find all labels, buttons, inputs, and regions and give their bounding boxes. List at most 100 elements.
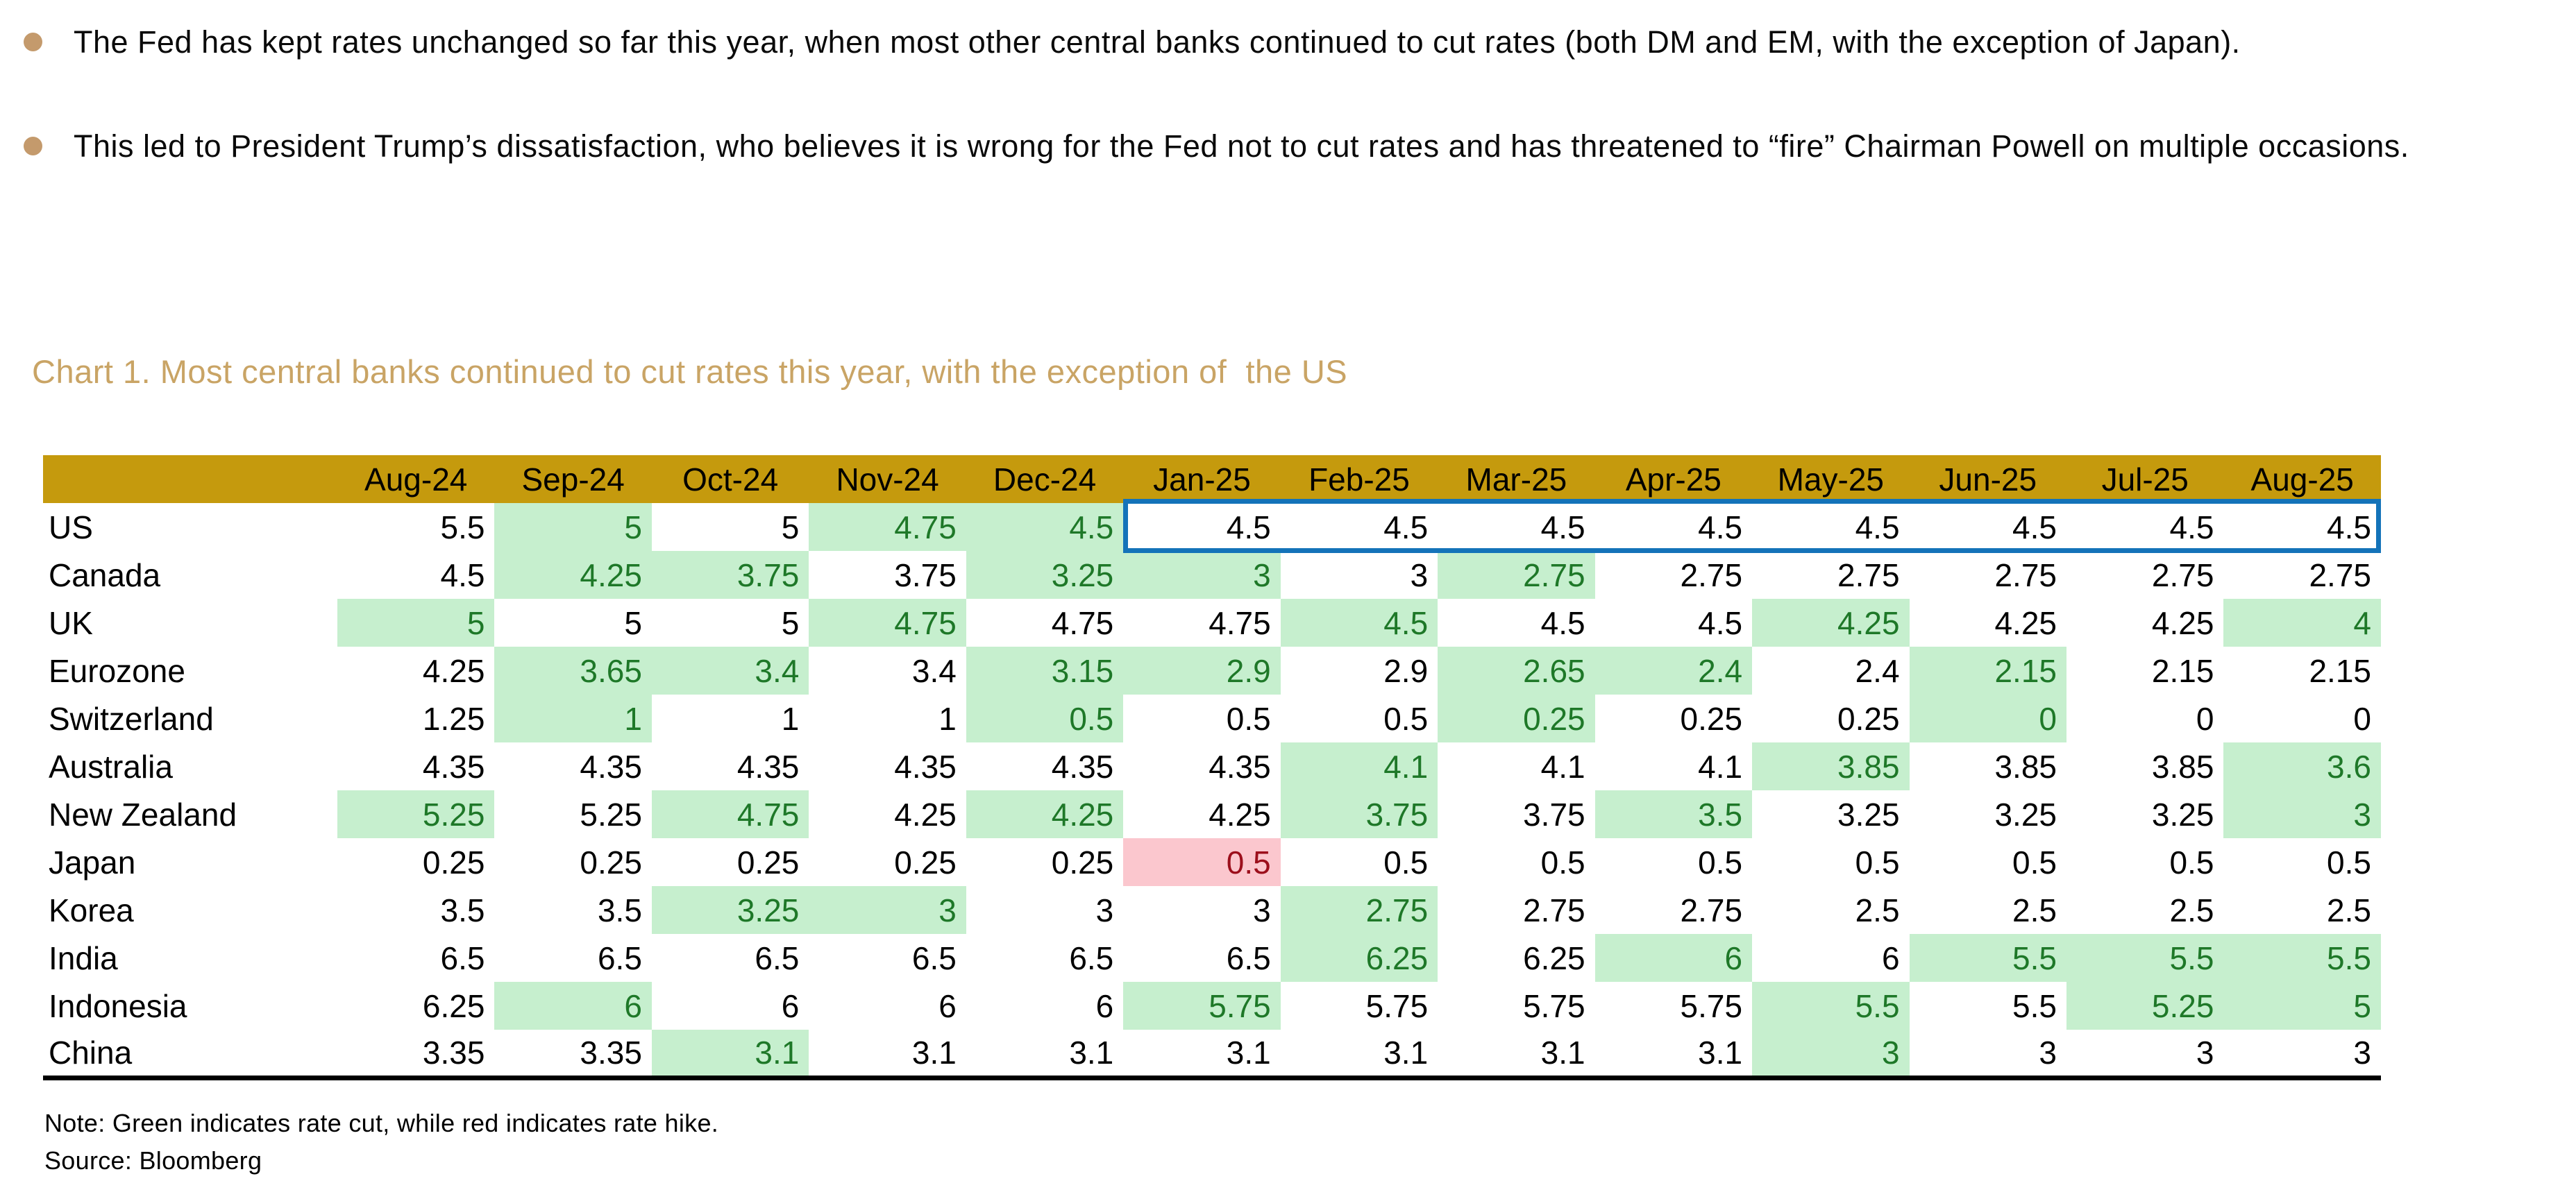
rate-cell: 6.5 [755,940,800,976]
rate-cell: 3.35 [494,1030,652,1080]
month-header: Nov-24 [809,455,966,503]
rate-cell: 3.75 [651,551,809,599]
rate-cell: 2.5 [2012,892,2057,928]
country-cell: Eurozone [49,652,185,689]
rate-cell: 3.25 [651,886,809,934]
note-text: Note: Green indicates rate cut, while re… [44,1109,719,1137]
rate-cell: 2.75 [1680,892,1743,928]
rate-cell: 0.5 [1383,700,1429,737]
table-row: Australia 4.35 4.35 4.35 4.35 4.35 4.35 4.1 4.1 4… [43,742,2381,790]
table-row: Switzerland 1.25 1 1 1 0.5 0.5 0.5 0.25 0.25 0.25 0… [43,695,2381,742]
table-row: UK 5 5 5 4.75 4.75 4.75 4.5 4.5 4.5 4.25 4.25 4.25 4 [43,599,2381,647]
rate-cell: 3.75 [894,556,957,593]
rate-cell: 5.5 [1909,934,2066,982]
rate-cell: 3.4 [911,652,957,689]
rate-cell: 0.25 [422,844,485,881]
rate-cell: 0.25 [736,844,800,881]
corner-cell [43,455,337,503]
rate-cell: 4.35 [736,748,800,785]
rate-cell: 3 [1253,892,1271,928]
rate-cell: 2.75 [1680,556,1743,593]
rate-cell: 4.1 [1280,742,1438,790]
rate-cell: 0.25 [894,844,957,881]
rate-cell: 4.75 [651,790,809,838]
rate-cell: 2.15 [2309,652,2371,689]
rate-cell: 0.5 [1123,838,1281,886]
rate-cell: 5.75 [1123,982,1281,1030]
rate-cell: 6 [781,987,800,1024]
rate-cell: 5.25 [2066,982,2224,1030]
rate-cell: 3.6 [2223,742,2381,790]
rate-cell: 6.5 [440,940,485,976]
rate-cell: 0.5 [2327,844,2371,881]
country-cell: China [43,1030,337,1080]
rate-cell: 0.5 [1698,844,1743,881]
rate-cell: 2.9 [1383,652,1429,689]
rate-cell: 2.5 [2327,892,2371,928]
month-header: Aug-24 [337,455,495,503]
country-cell: India [49,940,118,976]
rate-cell: 4.25 [2151,604,2214,641]
country-cell: New Zealand [49,796,237,833]
rate-cell: 3.5 [1594,790,1753,838]
rate-cell: 0.25 [1837,700,1900,737]
rate-cell: 3.85 [2151,748,2214,785]
month-header: May-25 [1752,455,1910,503]
rate-cell: 3.1 [1438,1030,1595,1080]
country-cell: Canada [49,556,161,593]
rate-cell: 4.25 [894,796,957,833]
rate-cell: 3.25 [1837,796,1900,833]
rate-cell: 4.25 [422,652,485,689]
rate-cell: 4.1 [1540,748,1585,785]
rate-cell: 0.5 [1383,844,1429,881]
rate-cell: 4.5 [1540,509,1585,545]
rate-cell: 4.35 [1209,748,1271,785]
rate-cell: 0.25 [1051,844,1114,881]
rate-cell: 3.85 [1752,742,1910,790]
rate-cell: 5 [781,604,800,641]
rate-cell: 4.5 [1540,604,1585,641]
table-row: Korea 3.5 3.5 3.25 3 3 3 2.75 2.75 2.75 2.5 2.5 2.5 2… [43,886,2381,934]
bullet-icon [24,137,42,155]
rate-cell: 4.25 [1209,796,1271,833]
rate-cell: 3.1 [966,1030,1124,1080]
rate-cell: 5.25 [337,790,495,838]
month-header: Dec-24 [966,455,1124,503]
month-header: Aug-25 [2223,455,2381,503]
bullet-text-2: This led to President Trump’s dissatisfa… [74,128,2409,164]
rate-cell: 4.35 [1051,748,1114,785]
rate-cell: 3 [2223,790,2381,838]
rate-cell: 6.5 [1069,940,1114,976]
table-row: US 5.5 5 5 4.75 4.5 4.5 4.5 4.5 4.5 4.5 4.5 4.5 4.5 [43,503,2381,551]
rates-table-container: Aug-24 Sep-24 Oct-24 Nov-24 Dec-24 Jan-25 Feb-… [43,455,2381,1080]
rate-cell: 2.75 [1523,892,1585,928]
rate-cell: 6 [938,987,957,1024]
rate-cell: 4.5 [1698,509,1743,545]
rate-cell: 5.75 [1523,987,1585,1024]
rate-cell: 1 [781,700,800,737]
rate-cell: 3 [1752,1030,1910,1080]
rate-cell: 4.75 [809,599,966,647]
rate-cell: 0 [2196,700,2214,737]
rate-cell: 1 [938,700,957,737]
rate-cell: 6 [1881,940,1900,976]
rate-cell: 3.35 [337,1030,495,1080]
rate-cell: 4.25 [1994,604,2057,641]
rate-cell: 4.5 [1855,509,1900,545]
rate-cell: 3.5 [440,892,485,928]
rate-cell: 3 [2066,1030,2224,1080]
country-cell: Japan [49,844,136,881]
rate-cell: 5.25 [580,796,642,833]
header-row: Aug-24 Sep-24 Oct-24 Nov-24 Dec-24 Jan-25 Feb-… [43,455,2381,503]
rate-cell: 3 [1410,556,1429,593]
rate-cell: 4.5 [966,503,1124,551]
country-cell: Korea [49,892,134,928]
rate-cell: 0.5 [966,695,1124,742]
rate-cell: 0 [1909,695,2066,742]
rate-cell: 2.75 [1438,551,1595,599]
rate-cell: 4.1 [1698,748,1743,785]
rate-cell: 4.5 [2012,509,2057,545]
bullet-list: The Fed has kept rates unchanged so far … [22,14,2473,222]
rate-cell: 5.5 [2066,934,2224,982]
rate-cell: 6.25 [1280,934,1438,982]
